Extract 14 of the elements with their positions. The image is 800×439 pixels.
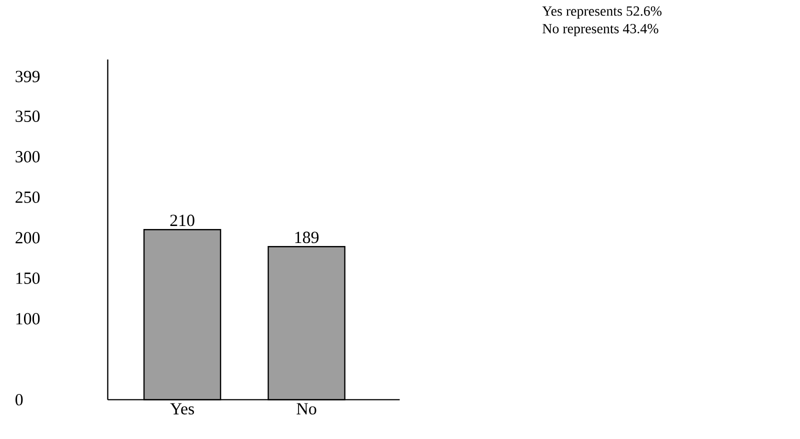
y-tick-label: 200 <box>16 232 40 244</box>
data-label: 189 <box>295 232 319 244</box>
x-tick-label: Yes <box>170 403 194 414</box>
x-tick-label: No <box>296 403 316 414</box>
y-tick-label: 100 <box>16 312 40 324</box>
y-tick-label: 350 <box>16 110 40 122</box>
y-tick-label: 250 <box>16 191 40 203</box>
y-tick-label: 150 <box>16 272 40 284</box>
text: Yes represents 52.6% <box>542 6 662 19</box>
y-tick-label: 300 <box>16 150 40 162</box>
y-tick-label: 399 <box>16 70 40 82</box>
y-tick-label: 0 <box>16 394 23 406</box>
text: No represents 43.4% <box>542 24 658 36</box>
data-label: 210 <box>170 214 194 226</box>
